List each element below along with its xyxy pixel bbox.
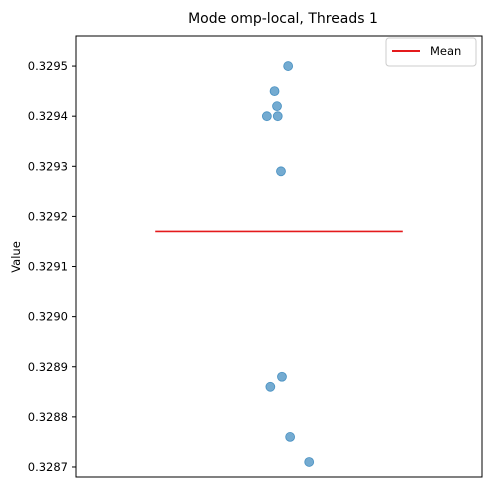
y-tick-label: 0.3293: [28, 159, 68, 173]
y-tick-label: 0.3294: [28, 109, 68, 123]
y-tick-label: 0.3292: [28, 209, 68, 223]
data-point: [283, 61, 294, 71]
legend-mean-label: Mean: [430, 44, 461, 58]
data-point: [269, 86, 280, 97]
data-point: [261, 111, 272, 122]
legend-box: [385, 37, 477, 67]
y-tick-label: 0.3288: [28, 410, 68, 424]
y-tick-label: 0.3290: [28, 310, 68, 324]
y-axis-label: Value: [9, 241, 23, 273]
y-axis: 0.3287 0.3288 0.3289 0.3290 0.3291 0.3292 0.32…: [28, 59, 76, 474]
data-point: [285, 432, 296, 442]
y-tick-label: 0.3295: [28, 59, 68, 73]
y-tick-label: 0.3291: [28, 260, 68, 274]
legend: Mean: [385, 37, 477, 67]
chart-title: Mode omp-local, Threads 1: [188, 11, 378, 27]
y-tick-label: 0.3287: [28, 460, 68, 474]
plot-area: [75, 35, 483, 478]
data-point: [272, 111, 283, 122]
chart-marks: [155, 61, 403, 467]
data-point: [277, 371, 287, 382]
axes-frame: [75, 35, 483, 478]
data-point: [272, 101, 282, 112]
y-tick-label: 0.3289: [28, 360, 68, 374]
data-point: [265, 381, 276, 392]
data-point: [304, 457, 315, 467]
data-point: [276, 166, 286, 177]
